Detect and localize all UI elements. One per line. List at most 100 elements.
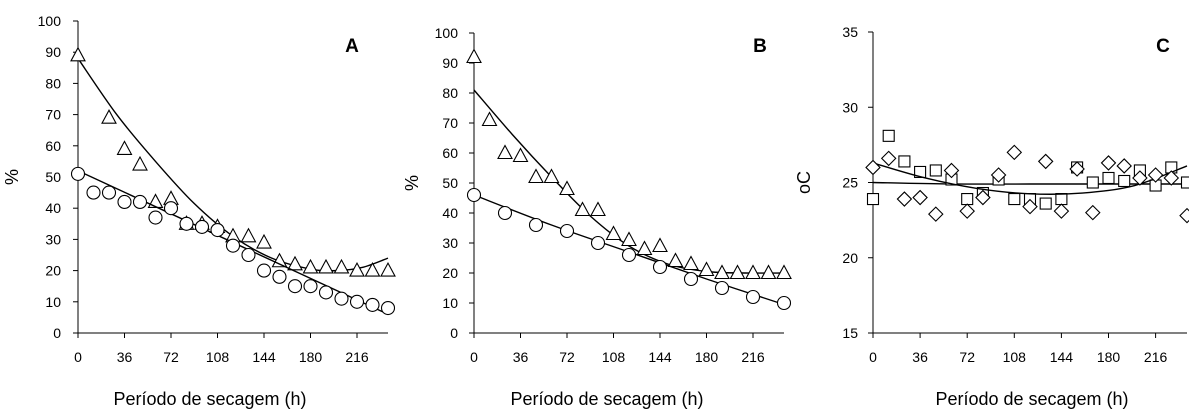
- data-point-circle: [272, 269, 287, 284]
- data-point-triangle: [698, 261, 715, 277]
- data-point-triangle: [380, 261, 396, 277]
- data-point-circle: [497, 205, 513, 221]
- data-point-square: [1180, 176, 1189, 189]
- data-point-circle: [334, 291, 349, 306]
- data-point-square: [898, 155, 911, 168]
- data-point-diamond: [1037, 153, 1054, 170]
- data-point-square: [961, 193, 974, 206]
- x-tick-label: 72: [163, 349, 179, 365]
- data-point-diamond: [896, 191, 913, 207]
- data-point-square: [882, 129, 895, 142]
- data-point-triangle: [605, 225, 622, 241]
- data-point-diamond: [1085, 204, 1101, 221]
- data-point-triangle: [333, 258, 350, 274]
- x-axis-label: Período de secagem (h): [935, 389, 1128, 409]
- data-point-triangle: [101, 109, 117, 124]
- data-point-circle: [241, 247, 256, 263]
- x-tick-label: 216: [741, 349, 765, 365]
- x-tick-label: 72: [559, 349, 575, 365]
- trend-line-triangle: [77, 58, 389, 272]
- data-point-triangle: [559, 180, 575, 196]
- data-point-triangle: [318, 258, 334, 274]
- data-point-triangle: [466, 48, 482, 64]
- data-point-triangle: [364, 261, 381, 277]
- data-point-circle: [303, 279, 318, 294]
- x-tick-label: 72: [959, 349, 975, 365]
- data-point-square: [1008, 193, 1021, 206]
- data-point-square: [1086, 176, 1099, 189]
- data-point-triangle: [512, 147, 529, 163]
- y-tick-label: 30: [442, 235, 458, 251]
- data-point-circle: [101, 185, 117, 200]
- y-tick-label: 100: [38, 13, 62, 29]
- data-point-triangle: [574, 201, 591, 217]
- data-point-circle: [528, 217, 544, 233]
- data-point-diamond: [943, 162, 960, 179]
- data-point-circle: [652, 259, 668, 275]
- x-tick-label: 216: [345, 349, 369, 365]
- data-point-diamond: [1132, 170, 1148, 186]
- y-tick-label: 0: [450, 325, 458, 341]
- y-tick-label: 25: [842, 175, 858, 191]
- data-point-circle: [559, 223, 575, 239]
- data-point-square: [1118, 174, 1131, 188]
- x-tick-label: 0: [869, 349, 877, 365]
- data-point-diamond: [1006, 144, 1023, 161]
- data-point-circle: [70, 166, 86, 181]
- data-point-triangle: [760, 264, 777, 280]
- data-point-circle: [349, 294, 365, 309]
- data-point-triangle: [256, 233, 272, 249]
- data-point-circle: [745, 289, 761, 305]
- data-point-triangle: [349, 261, 365, 277]
- x-tick-label: 36: [117, 349, 133, 365]
- data-point-triangle: [543, 168, 560, 184]
- x-tick-label: 108: [602, 349, 626, 365]
- y-tick-label: 80: [45, 75, 61, 91]
- data-point-diamond: [928, 206, 944, 222]
- panel-letter: B: [753, 36, 767, 57]
- y-tick-label: 50: [45, 169, 61, 185]
- x-tick-label: 180: [299, 349, 323, 365]
- data-point-square: [1055, 193, 1068, 206]
- x-tick-label: 0: [470, 349, 478, 365]
- data-point-diamond: [1069, 161, 1085, 177]
- y-tick-label: 40: [442, 205, 458, 221]
- data-point-diamond: [1053, 203, 1070, 219]
- data-point-circle: [466, 187, 482, 203]
- x-tick-label: 216: [1144, 349, 1168, 365]
- data-point-square: [1102, 171, 1115, 185]
- data-point-circle: [117, 194, 132, 210]
- x-axis-label: Período de secagem (h): [113, 389, 306, 409]
- y-tick-label: 0: [53, 325, 61, 341]
- x-tick-label: 0: [74, 349, 82, 365]
- y-axis-label: oC: [794, 171, 814, 194]
- trend-line-square: [872, 181, 1187, 185]
- y-tick-label: 30: [842, 99, 858, 115]
- data-point-triangle: [287, 255, 303, 271]
- data-point-triangle: [147, 193, 164, 209]
- data-point-circle: [714, 280, 730, 296]
- y-tick-label: 10: [45, 294, 61, 310]
- y-tick-label: 35: [842, 24, 858, 40]
- y-tick-label: 80: [442, 85, 458, 101]
- data-point-circle: [776, 295, 792, 311]
- x-tick-label: 144: [252, 349, 276, 365]
- data-point-circle: [210, 222, 225, 238]
- x-tick-label: 36: [513, 349, 529, 365]
- data-point-circle: [163, 201, 179, 216]
- data-point-triangle: [683, 255, 699, 271]
- data-point-triangle: [528, 168, 544, 184]
- y-axis-label: %: [2, 169, 22, 185]
- chart-panel-b: 0 10 20 30 40 50 60 70 80 90 100 0 36 72 108 144 180 216 P…: [402, 25, 792, 409]
- data-point-square: [914, 165, 927, 179]
- y-tick-label: 60: [442, 145, 458, 161]
- data-point-circle: [621, 247, 637, 263]
- y-axis-label: %: [402, 175, 422, 191]
- x-tick-label: 144: [1050, 349, 1074, 365]
- data-point-triangle: [481, 111, 498, 127]
- data-point-diamond: [1022, 198, 1038, 215]
- y-tick-label: 20: [842, 250, 858, 266]
- data-point-diamond: [1163, 170, 1180, 186]
- data-point-diamond: [880, 150, 897, 167]
- trend-line-diamond: [872, 162, 1188, 195]
